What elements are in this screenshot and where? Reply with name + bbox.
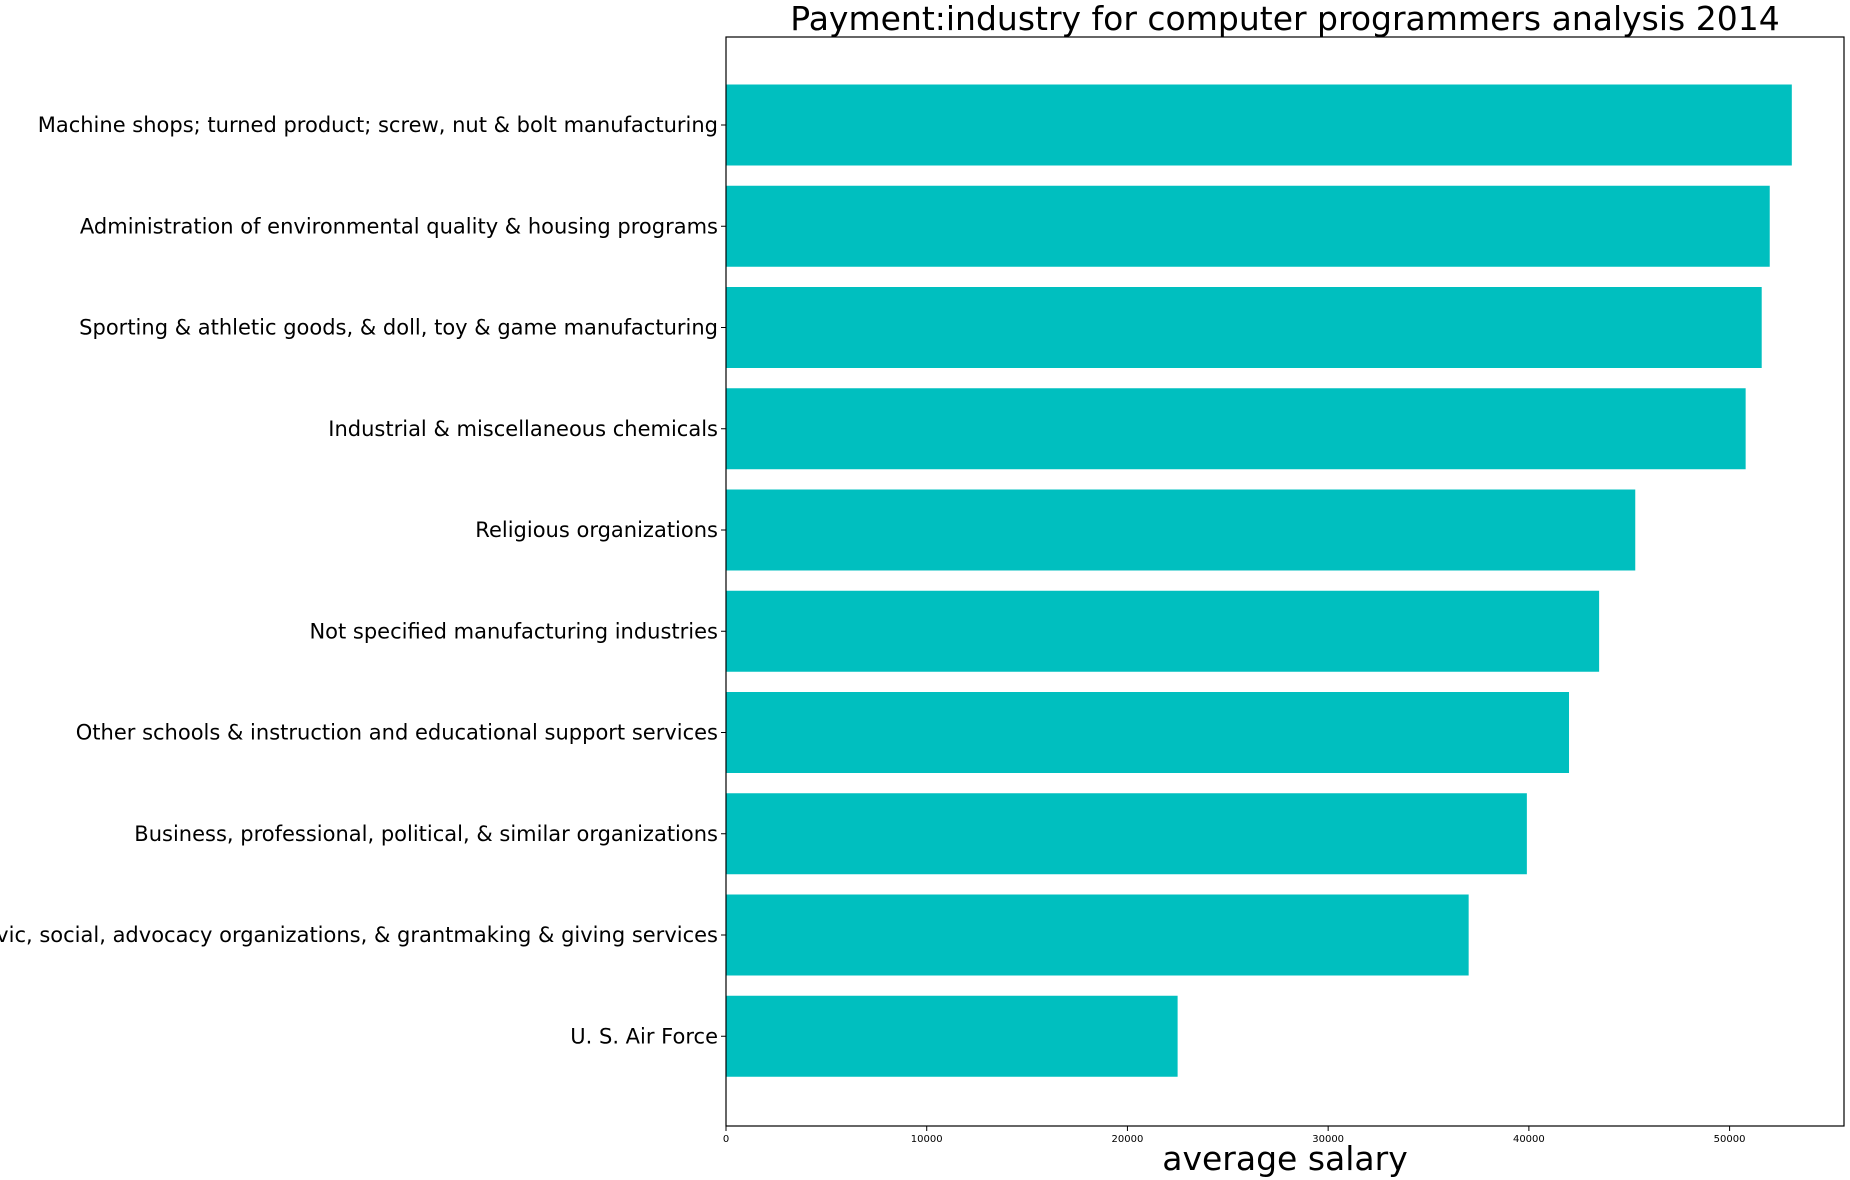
axes-frame xyxy=(725,36,1845,1127)
y-tick-label: U. S. Air Force xyxy=(570,1024,718,1048)
x-tick-label: 30000 xyxy=(1312,1134,1344,1145)
y-tick-label: Not specified manufacturing industries xyxy=(309,619,718,643)
x-tick-label: 50000 xyxy=(1714,1134,1746,1145)
x-axis-label: average salary xyxy=(1162,1139,1408,1178)
bar xyxy=(726,894,1469,976)
bar xyxy=(726,692,1570,773)
bars-group xyxy=(726,84,1792,1077)
chart-title: Payment:industry for computer programmer… xyxy=(790,0,1779,38)
y-axis-ticks: Machine shops; turned product; screw, nu… xyxy=(0,113,726,1048)
bar xyxy=(726,590,1600,672)
bar xyxy=(726,388,1746,470)
y-tick-label: Machine shops; turned product; screw, nu… xyxy=(38,113,718,137)
bar xyxy=(726,84,1792,166)
x-tick-label: 0 xyxy=(723,1134,729,1145)
x-tick-label: 20000 xyxy=(1112,1134,1144,1145)
bar xyxy=(726,489,1636,571)
y-tick-label: Sporting & athletic goods, & doll, toy &… xyxy=(79,316,718,340)
bar xyxy=(726,995,1178,1077)
y-tick-label: Religious organizations xyxy=(475,518,718,542)
y-tick-label: Other schools & instruction and educatio… xyxy=(76,721,718,745)
y-tick-label: Administration of environmental quality … xyxy=(80,214,718,238)
y-tick-label: Civic, social, advocacy organizations, &… xyxy=(0,923,718,947)
bar xyxy=(726,287,1762,368)
x-axis-ticks: 0 10000 20000 30000 40000 50000 xyxy=(723,1126,1746,1145)
bar xyxy=(726,185,1770,267)
x-tick-label: 40000 xyxy=(1513,1134,1545,1145)
y-tick-label: Business, professional, political, & sim… xyxy=(134,822,718,846)
y-tick-label: Industrial & miscellaneous chemicals xyxy=(328,417,718,441)
x-tick-label: 10000 xyxy=(911,1134,943,1145)
bar xyxy=(726,793,1527,875)
